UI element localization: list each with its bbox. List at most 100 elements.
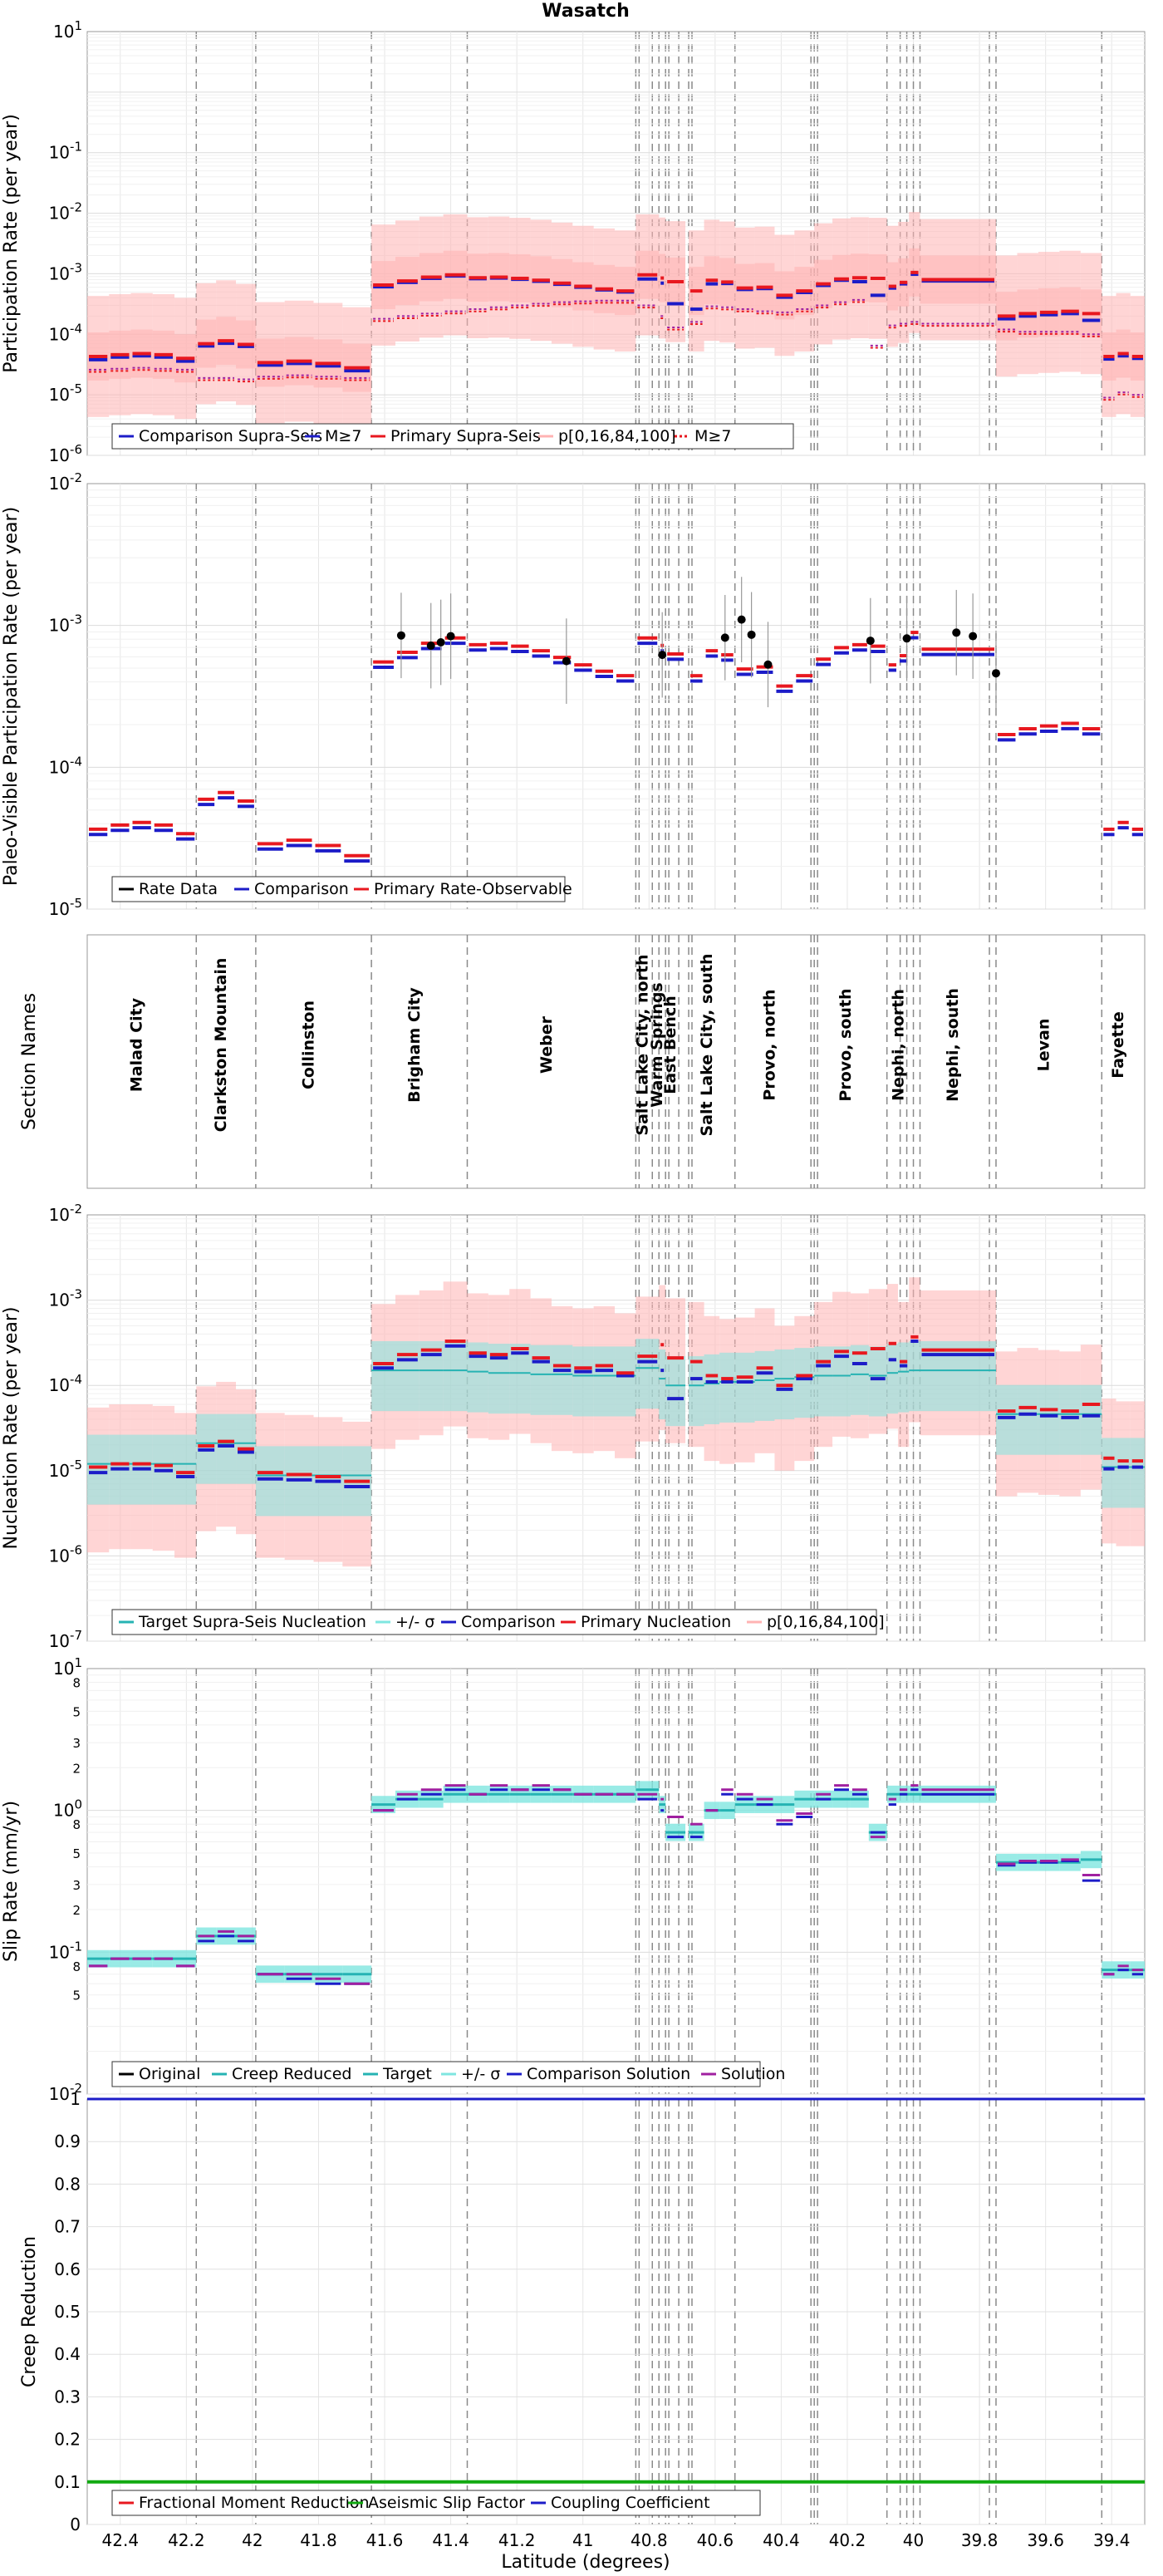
legend (111, 2490, 761, 2516)
rate-data-point (969, 632, 978, 641)
y-minor-tick-label: 5 (72, 1704, 81, 1719)
sigma-band (572, 1346, 594, 1417)
y-tick-label: 10-5 (49, 896, 82, 919)
legend-entry: M≥7 (694, 427, 731, 445)
figure-title: Wasatch (542, 1, 630, 22)
x-tick-label: 40.4 (763, 2530, 800, 2550)
x-tick-label: 41.6 (366, 2530, 404, 2550)
y-axis-label: Section Names (19, 993, 40, 1130)
x-tick-label: 41 (572, 2530, 593, 2550)
y-tick-label: 10-4 (49, 321, 82, 344)
section-name-label: Warm Springs (648, 982, 666, 1108)
sigma-band (530, 1345, 552, 1415)
y-tick-label: 10-2 (49, 470, 82, 494)
y-minor-tick-label: 8 (72, 1676, 81, 1691)
rate-data-point (658, 651, 667, 660)
legend-entry: Comparison (461, 1613, 556, 1631)
participation-panel: 10-6 10-5 10-4 10-3 10-2 10-1 101 Participation… (1, 18, 1146, 465)
legend-entry: Solution (721, 2065, 785, 2083)
legend-entry: Primary Rate-Observable (374, 880, 572, 898)
legend-entry: Original (139, 2065, 200, 2083)
y-tick-label: 10-7 (49, 1628, 82, 1651)
section-name-label: Levan (1035, 1019, 1053, 1072)
sigma-band (995, 1384, 1018, 1455)
section-name-label: Fayette (1109, 1011, 1127, 1078)
sigma-band (443, 1341, 468, 1412)
y-tick-label: 0.9 (54, 2131, 81, 2151)
rate-data-point (991, 669, 1000, 678)
sigma-band (832, 1346, 851, 1417)
y-tick-label: 10-2 (49, 2081, 82, 2104)
legend-entry: Rate Data (139, 880, 218, 898)
y-tick-label: 10-1 (49, 1939, 82, 1962)
sigma-band (814, 1346, 833, 1417)
legend-entry: Comparison (254, 880, 349, 898)
y-tick-label: 0.2 (54, 2430, 81, 2450)
sigma-band (1038, 1384, 1060, 1455)
plot-area (86, 1668, 1146, 2095)
slip-rate-panel: 5 8 2 3 5 8 2 3 5 8 10-2 10-1 100 101 Slip Rate (mm/yr… (1, 1655, 1146, 2104)
y-tick-label: 10-6 (49, 442, 82, 465)
rate-data-point (866, 637, 875, 646)
y-tick-label: 0.6 (54, 2259, 81, 2279)
sigma-band (87, 1434, 110, 1505)
y-minor-tick-label: 3 (72, 1736, 81, 1751)
y-minor-tick-label: 2 (72, 1903, 81, 1918)
section-name-label: Provo, south (837, 988, 855, 1101)
y-minor-tick-label: 3 (72, 1878, 81, 1893)
rate-data-point (902, 634, 911, 643)
x-tick-label: 42.4 (102, 2530, 140, 2550)
x-tick-label: 40.8 (631, 2530, 668, 2550)
y-axis-label: Paleo-Visible Participation Rate (per ye… (1, 507, 22, 886)
legend-entry: Comparison Supra-Seis (139, 427, 322, 445)
y-tick-label: 0 (70, 2515, 81, 2534)
nucleation-panel: 10-7 10-6 10-5 10-4 10-3 10-2 Nucleation Rate … (1, 1202, 1146, 1651)
legend-entry: Primary Supra-Seis (390, 427, 541, 445)
rate-data-point (396, 631, 405, 640)
rate-data-point (720, 633, 729, 642)
x-tick-label: 41.4 (432, 2530, 469, 2550)
y-tick-label: 10-1 (49, 140, 82, 163)
section-names-panel: Malad City Clarkston Mountain Collinston Br… (19, 934, 1146, 1189)
section-name-label: Nephi, south (944, 988, 962, 1102)
x-tick-label: 39.6 (1027, 2530, 1064, 2550)
section-name-label: Provo, north (760, 989, 778, 1100)
section-name-label: Brigham City (405, 987, 424, 1103)
sigma-band (920, 1341, 996, 1412)
legend-entry: Comparison Solution (527, 2065, 690, 2083)
sigma-band (704, 1354, 720, 1424)
y-minor-tick-label: 5 (72, 1846, 81, 1861)
sigma-band (1116, 1438, 1131, 1508)
section-name-label: Salt Lake City, south (698, 953, 716, 1136)
sigma-band (754, 1350, 775, 1421)
legend-entry: +/- σ (395, 1613, 434, 1631)
legend-entry: Aseismic Slip Factor (368, 2494, 525, 2512)
x-tick-label: 41.8 (300, 2530, 337, 2550)
y-tick-label: 10-4 (49, 754, 82, 777)
y-tick-label: 10-5 (49, 381, 82, 405)
sigma-band (615, 1346, 636, 1417)
sigma-band (255, 1446, 285, 1517)
sigma-band (551, 1345, 573, 1415)
rate-data-point (737, 615, 746, 624)
sigma-band (635, 1339, 660, 1409)
sigma-band (897, 1342, 910, 1413)
rate-data-point (747, 630, 756, 639)
section-name-label: Salt Lake City, north (633, 954, 651, 1135)
sigma-band (1080, 1384, 1102, 1455)
y-tick-label: 10-2 (49, 200, 82, 224)
legend (111, 876, 566, 902)
y-axis-label: Nucleation Rate (per year) (1, 1307, 22, 1550)
legend-entry: p[0,16,84,100] (558, 427, 676, 445)
sigma-band (719, 1352, 735, 1423)
section-name-label: Collinston (300, 1000, 318, 1089)
sigma-band (665, 1356, 686, 1427)
legend-entry: p[0,16,84,100] (767, 1613, 885, 1631)
x-tick-label: 39.8 (961, 2530, 999, 2550)
y-minor-tick-label: 8 (72, 1817, 81, 1832)
y-tick-label: 10-4 (49, 1372, 82, 1395)
legend-entry: +/- σ (461, 2065, 500, 2083)
section-name-label: Clarkston Mountain (212, 958, 230, 1133)
y-minor-tick-label: 2 (72, 1761, 81, 1776)
y-tick-label: 101 (53, 1655, 82, 1679)
